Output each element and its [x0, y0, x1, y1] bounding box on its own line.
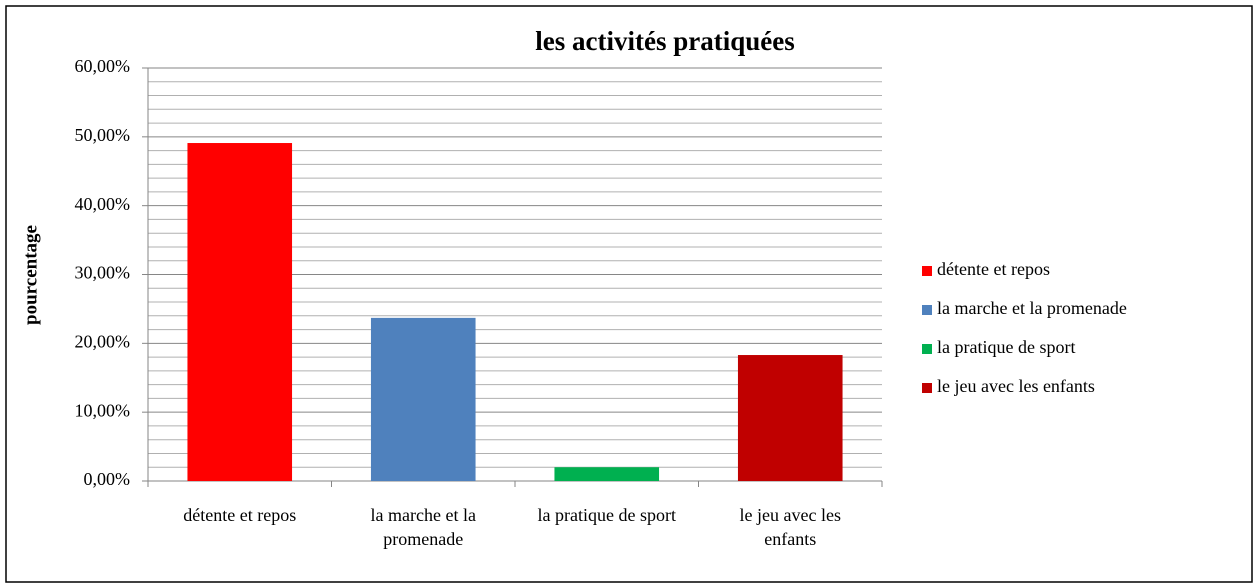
x-tick-label: le jeu avec les enfants — [739, 505, 841, 549]
x-tick-label: la marche et la promenade — [370, 505, 476, 549]
legend-swatch — [922, 344, 932, 354]
bar — [554, 467, 660, 481]
legend-swatch — [922, 266, 932, 276]
y-tick-label: 50,00% — [75, 125, 131, 145]
y-tick-label: 60,00% — [75, 56, 131, 76]
x-tick-label: détente et repos — [183, 505, 297, 525]
legend-swatch — [922, 383, 932, 393]
y-tick-label: 0,00% — [84, 469, 131, 489]
legend-label: le jeu avec les enfants — [937, 376, 1095, 396]
y-tick-label: 40,00% — [75, 194, 131, 214]
y-tick-label: 30,00% — [75, 263, 131, 283]
x-tick-label: la pratique de sport — [537, 505, 676, 525]
bar — [370, 317, 476, 481]
y-axis-label: pourcentage — [20, 225, 41, 325]
y-tick-label: 10,00% — [75, 400, 131, 420]
legend-swatch — [922, 305, 932, 315]
legend-label: la marche et la promenade — [937, 298, 1127, 318]
chart-title: les activités pratiquées — [535, 26, 794, 56]
y-tick-label: 20,00% — [75, 331, 131, 351]
bar — [737, 355, 843, 481]
legend-label: la pratique de sport — [937, 337, 1075, 357]
legend-label: détente et repos — [937, 259, 1050, 279]
bar — [187, 143, 293, 482]
